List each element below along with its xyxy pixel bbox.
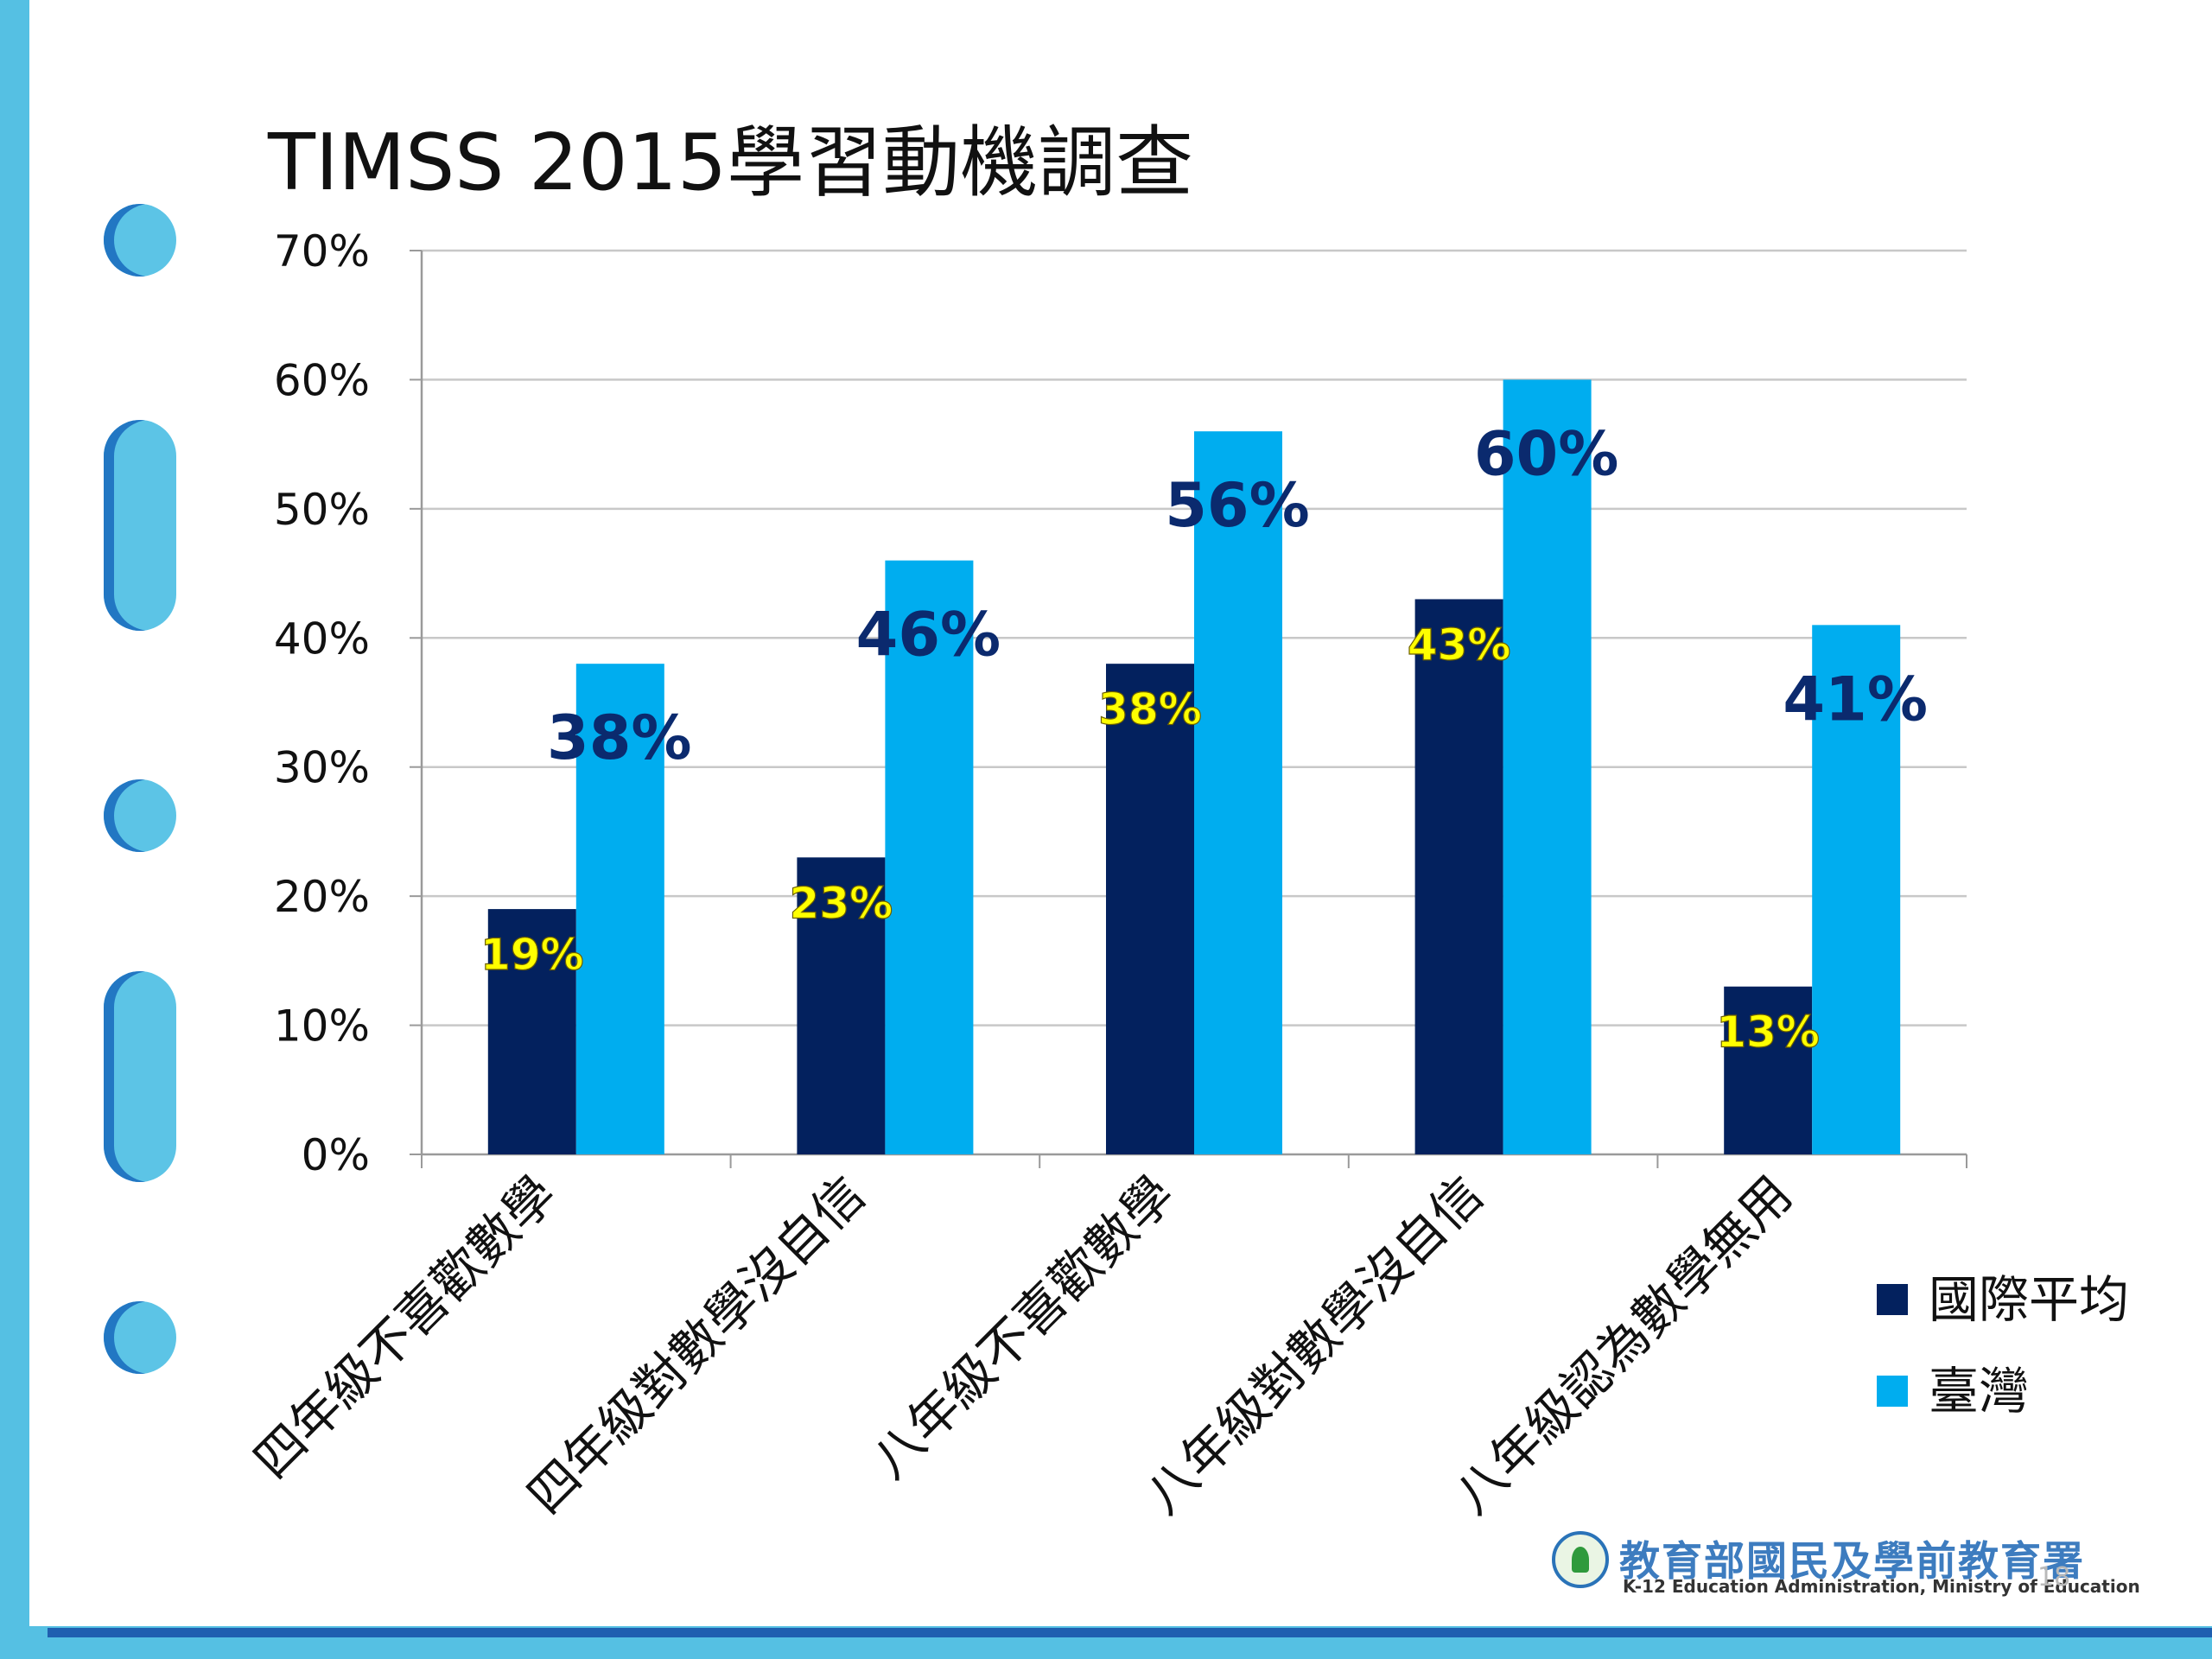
data-label-taiwan: 60%	[1474, 418, 1619, 489]
bar-international	[1724, 986, 1813, 1154]
data-label-taiwan: 46%	[856, 600, 1001, 671]
footer-org-name-cn: 教育部國民及學前教育署	[1619, 1538, 2085, 1586]
decorative-dot-3	[104, 1301, 176, 1374]
legend-swatch-international	[1877, 1284, 1908, 1315]
legend-swatch-taiwan	[1877, 1376, 1908, 1407]
data-label-international: 23%	[790, 878, 893, 928]
data-label-international: 19%	[480, 930, 584, 980]
legend-label-international: 國際平均	[1929, 1270, 2129, 1329]
data-label-taiwan: 41%	[1783, 664, 1928, 734]
ministry-logo-icon	[1552, 1531, 1609, 1588]
slide-title: TIMSS 2015學習動機調查	[268, 118, 1194, 208]
y-tick-label: 70%	[274, 226, 370, 276]
y-tick-label: 50%	[274, 485, 370, 535]
data-label-international: 13%	[1716, 1007, 1820, 1058]
bar-taiwan	[575, 664, 664, 1154]
bar-international	[1106, 664, 1194, 1154]
y-tick-label: 40%	[274, 613, 370, 664]
decorative-dot-2	[104, 779, 176, 852]
decorative-dot-1	[104, 204, 176, 276]
x-category-label: 四年級不喜歡數學	[243, 1165, 568, 1490]
y-tick-label: 0%	[302, 1130, 370, 1180]
x-category-label: 八年級對數學沒自信	[1134, 1165, 1494, 1525]
y-tick-label: 20%	[274, 872, 370, 922]
bar-international	[1414, 599, 1503, 1154]
y-tick-label: 60%	[274, 355, 370, 405]
bar-taiwan	[1503, 379, 1592, 1154]
bar-taiwan	[885, 560, 974, 1154]
x-category-label: 八年級不喜歡數學	[861, 1165, 1185, 1490]
data-label-taiwan: 56%	[1165, 470, 1310, 541]
bottom-accent-line	[48, 1628, 2212, 1637]
data-label-taiwan: 38%	[547, 702, 692, 773]
bar-taiwan	[1194, 431, 1282, 1154]
page-number: 18	[2037, 1562, 2071, 1592]
bar-international	[487, 909, 576, 1154]
footer-org-name-en: K-12 Education Administration, Ministry …	[1623, 1576, 2140, 1597]
x-category-label: 八年級認為數學無用	[1443, 1165, 1803, 1525]
y-tick-label: 10%	[274, 1001, 370, 1052]
data-label-international: 38%	[1098, 684, 1202, 734]
x-category-label: 四年級對數學沒自信	[516, 1165, 876, 1525]
bar-international	[797, 857, 886, 1154]
bar-taiwan	[1812, 625, 1901, 1154]
decorative-pill-2	[104, 971, 176, 1182]
data-label-international: 43%	[1408, 620, 1511, 670]
legend-label-taiwan: 臺灣	[1929, 1362, 2029, 1421]
y-tick-label: 30%	[274, 743, 370, 793]
left-accent-band	[0, 0, 29, 1659]
decorative-pill-1	[104, 420, 176, 631]
